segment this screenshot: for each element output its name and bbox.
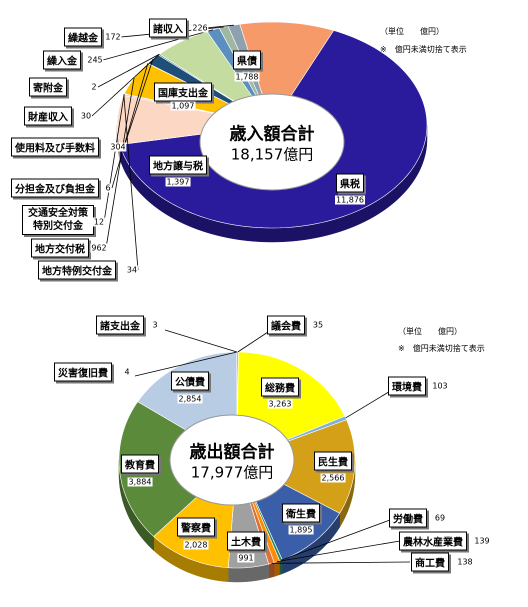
value-label: 245 <box>86 55 104 65</box>
donut-hole <box>199 93 345 191</box>
center-label: 18,157億円 <box>230 145 314 164</box>
center-label: 歳入額合計 <box>229 124 315 145</box>
category-label: 教育費 <box>121 454 159 474</box>
category-label: 分担金及び負担金 <box>11 178 99 198</box>
leader-line <box>205 24 234 29</box>
value-label: 3,884 <box>127 477 153 487</box>
leader-line <box>102 29 214 61</box>
leader-line <box>237 331 269 353</box>
leader-line <box>276 540 401 563</box>
note: ※ 億円未満切捨て表示 <box>398 344 485 353</box>
category-label: 使用料及び手数料 <box>11 137 99 157</box>
category-label: 県債 <box>233 50 261 70</box>
category-label: 交通安全対策特別交付金 <box>22 205 94 235</box>
value-label: 991 <box>237 553 255 563</box>
note: ※ 億円未満切捨て表示 <box>380 45 467 54</box>
leader-line <box>103 93 125 223</box>
leader-line <box>345 389 393 419</box>
value-label: 138 <box>456 557 474 567</box>
slice-side <box>268 562 275 579</box>
category-label: 商工費 <box>411 552 449 572</box>
category-label: 警察費 <box>177 517 215 537</box>
value-label: 4 <box>123 367 131 377</box>
category-label: 衛生費 <box>282 503 320 523</box>
category-label: 諸支出金 <box>96 315 144 335</box>
leader-line <box>97 53 160 88</box>
value-label: 6 <box>104 183 112 193</box>
category-label: 地方譲与税 <box>149 155 207 175</box>
donut-hole <box>169 414 295 506</box>
category-label: 民生費 <box>314 451 352 471</box>
value-label: 304 <box>109 142 127 152</box>
slice <box>239 21 335 126</box>
category-label: 繰越金 <box>64 27 102 47</box>
category-label: 県税 <box>336 173 364 193</box>
value-label: 3,263 <box>267 399 293 409</box>
value-label: 1,397 <box>165 177 191 187</box>
category-label: 災害復旧費 <box>54 362 112 382</box>
value-label: 139 <box>473 536 491 546</box>
leader-line <box>105 77 135 249</box>
leader-line <box>134 351 237 377</box>
value-label: 2,566 <box>320 473 346 483</box>
leader-line <box>91 54 160 117</box>
category-label: 財産収入 <box>24 106 72 126</box>
value-label: 2,028 <box>183 540 209 550</box>
value-label: 1,097 <box>170 101 196 111</box>
slice-side <box>279 559 283 576</box>
note: （単位 億円） <box>398 327 462 336</box>
value-label: 2,854 <box>177 394 203 404</box>
value-label: 35 <box>311 320 325 330</box>
value-label: 69 <box>433 513 447 523</box>
slice <box>236 419 356 514</box>
note: （単位 億円） <box>380 27 444 36</box>
category-label: 地方特例交付金 <box>38 260 116 280</box>
slice <box>116 95 273 145</box>
center-label: 歳出額合計 <box>189 442 275 463</box>
category-label: 繰入金 <box>43 50 81 70</box>
category-label: 国庫支出金 <box>154 82 212 102</box>
value-label: 3 <box>151 320 159 330</box>
value-label: 34 <box>125 265 139 275</box>
category-label: 農林水産業費 <box>399 531 467 551</box>
category-label: 寄附金 <box>29 77 67 97</box>
value-label: 11,876 <box>335 195 365 205</box>
value-label: 172 <box>104 32 122 42</box>
value-label: 103 <box>431 381 449 391</box>
center-label: 17,977億円 <box>190 463 274 482</box>
leader-line <box>123 58 154 148</box>
value-label: 962 <box>90 243 108 253</box>
category-label: 公債費 <box>171 371 209 391</box>
leader-line <box>164 329 238 353</box>
category-label: 議会費 <box>267 315 305 335</box>
category-label: 環境費 <box>388 376 426 396</box>
leader-line <box>271 561 411 564</box>
category-label: 土木費 <box>227 531 265 551</box>
category-label: 諸収入 <box>149 18 187 38</box>
value-label: 1,788 <box>234 72 260 82</box>
value-label: 30 <box>79 111 93 121</box>
category-label: 労働費 <box>389 508 427 528</box>
leader-line <box>111 63 149 189</box>
value-label: 2 <box>90 82 98 92</box>
leader-line <box>280 519 391 561</box>
category-label: 地方交付税 <box>31 238 89 258</box>
category-label: 総務費 <box>261 377 299 397</box>
value-label: 12 <box>92 217 106 227</box>
value-label: 1,895 <box>288 525 314 535</box>
value-label: 226 <box>191 23 209 33</box>
